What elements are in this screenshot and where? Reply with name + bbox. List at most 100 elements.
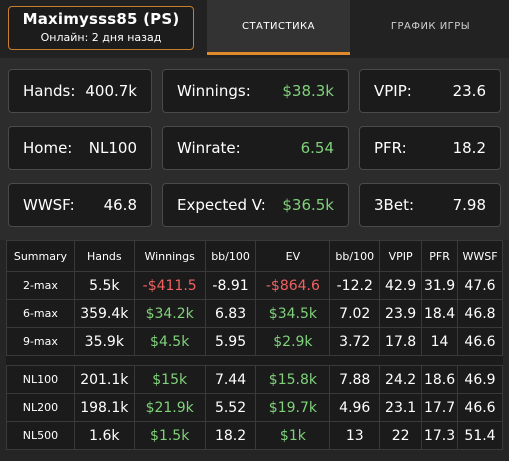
column-header: Hands xyxy=(73,240,135,272)
tab-game-graph[interactable]: ГРАФИК ИГРЫ xyxy=(390,21,471,32)
stat-card-value: 7.98 xyxy=(452,196,486,214)
table-cell: 18.6 xyxy=(421,365,459,394)
table-row: 9-max 35.9k $4.5k 5.95 $2.9k 3.72 17.8 1… xyxy=(6,327,503,356)
table-cell: 18.4 xyxy=(421,299,459,328)
table-cell: 13 xyxy=(329,421,381,450)
stat-card-value: NL100 xyxy=(88,139,137,157)
table-cell: 46.6 xyxy=(457,393,503,422)
table-separator-cell xyxy=(6,355,503,366)
table-cell: 1.6k xyxy=(73,421,135,450)
column-header: WWSF xyxy=(457,240,503,272)
stat-card-label: Expected V: xyxy=(177,196,266,214)
table-cell: 35.9k xyxy=(73,327,135,356)
stat-card-winnings: Winnings: $38.3k xyxy=(162,69,349,113)
table-cell: 6.83 xyxy=(204,299,257,328)
table-cell: $15.8k xyxy=(255,365,331,394)
stat-card-label: VPIP: xyxy=(374,82,412,100)
table-cell: $21.9k xyxy=(133,393,206,422)
table-cell: -8.91 xyxy=(204,271,257,300)
column-header: EV xyxy=(255,240,331,272)
table-cell: NL500 xyxy=(6,421,75,450)
table-cell: 359.4k xyxy=(73,299,135,328)
table-cell: -$864.6 xyxy=(255,271,331,300)
table-row: NL100 201.1k $15k 7.44 $15.8k 7.88 24.2 … xyxy=(6,365,503,394)
table-cell: $34.5k xyxy=(255,299,331,328)
table-separator xyxy=(6,355,503,366)
table-cell: 6-max xyxy=(6,299,75,328)
table-row: NL200 198.1k $21.9k 5.52 $19.7k 4.96 23.… xyxy=(6,393,503,422)
table-cell: -$411.5 xyxy=(133,271,206,300)
table-cell: 31.9 xyxy=(421,271,459,300)
stat-card-value: 23.6 xyxy=(452,82,486,100)
stat-card-value: $38.3k xyxy=(282,82,334,100)
stat-card-label: Winnings: xyxy=(177,82,251,100)
table-cell: 5.5k xyxy=(73,271,135,300)
stat-card-vpip: VPIP: 23.6 xyxy=(359,69,501,113)
table-cell: 9-max xyxy=(6,327,75,356)
stat-card-value: 400.7k xyxy=(85,82,137,100)
table-cell: NL200 xyxy=(6,393,75,422)
stat-card-label: WWSF: xyxy=(23,196,75,214)
player-profile: Maximysss85 (PS) Онлайн: 2 дня назад xyxy=(8,6,194,50)
table-cell: 5.52 xyxy=(204,393,257,422)
table-row: 2-max 5.5k -$411.5 -8.91 -$864.6 -12.2 4… xyxy=(6,271,503,300)
stats-table: Summary Hands Winnings bb/100 EV bb/100 … xyxy=(6,240,503,450)
stat-card-value: 18.2 xyxy=(452,139,486,157)
stat-card-hands: Hands: 400.7k xyxy=(8,69,152,113)
table-cell: 46.9 xyxy=(457,365,503,394)
column-header: bb/100 xyxy=(204,240,257,272)
table-cell: 22 xyxy=(379,421,423,450)
online-status: Онлайн: 2 дня назад xyxy=(40,31,162,44)
stat-card-home: Home: NL100 xyxy=(8,126,152,170)
table-cell: 23.1 xyxy=(379,393,423,422)
table-cell: 7.44 xyxy=(204,365,257,394)
stat-card-label: Hands: xyxy=(23,82,76,100)
table-cell: 51.4 xyxy=(457,421,503,450)
table-row: NL500 1.6k $1.5k 18.2 $1k 13 22 17.3 51.… xyxy=(6,421,503,450)
table-cell: $1k xyxy=(255,421,331,450)
table-cell: 4.96 xyxy=(329,393,381,422)
stat-card-wwsf: WWSF: 46.8 xyxy=(8,183,152,227)
table-header-row: Summary Hands Winnings bb/100 EV bb/100 … xyxy=(6,240,503,272)
table-cell: 47.6 xyxy=(457,271,503,300)
stat-card-label: PFR: xyxy=(374,139,407,157)
table-cell: 14 xyxy=(421,327,459,356)
stat-card-label: 3Bet: xyxy=(374,196,414,214)
table-cell: 201.1k xyxy=(73,365,135,394)
column-header: bb/100 xyxy=(329,240,381,272)
table-cell: 17.3 xyxy=(421,421,459,450)
table-cell: $1.5k xyxy=(133,421,206,450)
stat-card-value: 6.54 xyxy=(300,139,334,157)
column-header: VPIP xyxy=(379,240,423,272)
column-header: PFR xyxy=(421,240,459,272)
column-header: Winnings xyxy=(133,240,206,272)
stat-card-value: 46.8 xyxy=(103,196,137,214)
table-cell: 46.8 xyxy=(457,299,503,328)
player-name: Maximysss85 (PS) xyxy=(22,10,180,28)
table-cell: 42.9 xyxy=(379,271,423,300)
table-cell: $19.7k xyxy=(255,393,331,422)
stat-card-3bet: 3Bet: 7.98 xyxy=(359,183,501,227)
summary-cards: Hands: 400.7k Winnings: $38.3k VPIP: 23.… xyxy=(0,58,509,240)
table-cell: -12.2 xyxy=(329,271,381,300)
table-cell: $15k xyxy=(133,365,206,394)
table-cell: $4.5k xyxy=(133,327,206,356)
table-cell: 23.9 xyxy=(379,299,423,328)
table-cell: $34.2k xyxy=(133,299,206,328)
stat-card-label: Home: xyxy=(23,139,73,157)
table-cell: 24.2 xyxy=(379,365,423,394)
column-header: Summary xyxy=(6,240,75,272)
table-cell: $2.9k xyxy=(255,327,331,356)
stat-card-label: Winrate: xyxy=(177,139,241,157)
table-cell: 46.6 xyxy=(457,327,503,356)
tab-statistics[interactable]: СТАТИСТИКА xyxy=(207,0,350,55)
table-cell: 18.2 xyxy=(204,421,257,450)
header-bar: Maximysss85 (PS) Онлайн: 2 дня назад СТА… xyxy=(0,0,509,58)
stat-card-winrate: Winrate: 6.54 xyxy=(162,126,349,170)
stat-card-pfr: PFR: 18.2 xyxy=(359,126,501,170)
table-cell: 198.1k xyxy=(73,393,135,422)
table-row: 6-max 359.4k $34.2k 6.83 $34.5k 7.02 23.… xyxy=(6,299,503,328)
table-cell: 17.7 xyxy=(421,393,459,422)
stat-card-value: $36.5k xyxy=(282,196,334,214)
table-cell: 7.02 xyxy=(329,299,381,328)
